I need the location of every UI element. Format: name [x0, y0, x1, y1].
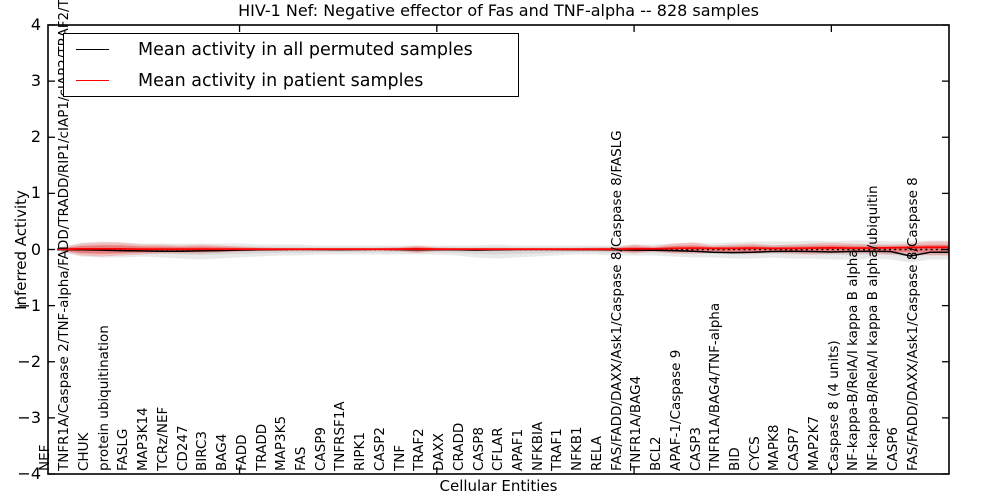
chart-title: HIV-1 Nef: Negative effector of Fas and … [238, 1, 759, 20]
x-tick-label: CYCS [746, 436, 763, 471]
x-tick-label: BAG4 [214, 433, 231, 471]
x-tick-label: CRADD [450, 422, 467, 471]
legend: Mean activity in all permuted samples Me… [63, 33, 519, 97]
x-tick-label: APAF-1/Caspase 9 [667, 349, 684, 471]
x-tick-label: FAS [292, 446, 309, 471]
y-tick-label: −2 [17, 351, 41, 371]
x-tick-label: CASP6 [884, 427, 901, 471]
y-tick-label: −1 [17, 295, 41, 315]
x-tick-label: BID [726, 447, 743, 471]
x-tick-label: FADD [233, 434, 250, 471]
x-tick-label: CFLAR [490, 427, 507, 471]
x-tick-label: Caspase 8 (4 units) [825, 340, 842, 471]
x-tick-label: TRADD [253, 423, 270, 471]
x-tick-label: RELA [588, 436, 605, 471]
x-axis-label: Cellular Entities [439, 477, 558, 495]
permuted-samples-range-outer [57, 240, 949, 263]
x-tick-label: MAP2K7 [805, 415, 822, 471]
legend-label-patient: Mean activity in patient samples [138, 70, 424, 91]
x-tick-label: protein ubiquitination [95, 325, 112, 471]
x-tick-label: MAP3K14 [135, 407, 152, 471]
y-tick-label: 1 [30, 183, 41, 203]
permuted-line-swatch [76, 49, 109, 50]
x-tick-label: TNF [391, 444, 408, 471]
x-tick-label: MAP3K5 [273, 415, 290, 471]
legend-item-patient: Mean activity in patient samples [76, 68, 518, 94]
x-tick-label: CASP8 [470, 427, 487, 471]
patient-line-swatch [76, 80, 109, 81]
x-tick-label: TCRz/NEF [154, 406, 171, 471]
x-tick-label: TRAF2 [411, 428, 428, 471]
y-tick-label: −4 [17, 464, 41, 483]
x-tick-label: FAS/FADD/DAXX/Ask1/Caspase 8/Caspase 8 [904, 177, 921, 471]
x-tick-label: BCL2 [648, 436, 665, 471]
x-tick-label: CASP9 [312, 427, 329, 471]
x-tick-label: APAF1 [509, 428, 526, 471]
x-tick-label: CD247 [174, 425, 191, 471]
x-tick-label: TNFR1A/BAG4/TNF-alpha [707, 302, 724, 471]
x-tick-label: CHUK [75, 432, 92, 471]
y-tick-label: −3 [17, 407, 41, 427]
x-tick-label: CASP7 [786, 427, 803, 471]
y-tick-label: 4 [30, 15, 41, 34]
x-tick-label: MAPK8 [766, 424, 783, 471]
y-tick-label: 0 [30, 239, 41, 259]
y-tick-label: 3 [30, 71, 41, 91]
y-axis-label: Inferred Activity [12, 190, 30, 310]
x-tick-label: CASP2 [371, 427, 388, 471]
x-tick-label: DAXX [431, 433, 448, 471]
x-tick-label: CASP3 [687, 427, 704, 471]
legend-label-permuted: Mean activity in all permuted samples [138, 39, 473, 60]
x-tick-label: NF-kappa-B/RelA/I kappa B alpha [845, 249, 862, 471]
patient-mean-line [57, 246, 949, 251]
x-tick-label: TNFR1A/BAG4 [628, 375, 645, 471]
x-tick-label: NF-kappa-B/RelA/I kappa B alpha/ubiquiti… [865, 185, 882, 471]
y-tick-label: 2 [30, 127, 41, 147]
x-tick-label: NFKB1 [569, 426, 586, 471]
x-tick-label: FASLG [115, 428, 132, 471]
x-tick-label: BIRC3 [194, 431, 211, 471]
legend-item-permuted: Mean activity in all permuted samples [76, 37, 518, 63]
x-tick-label: NFKBIA [529, 421, 546, 471]
x-tick-label: RIPK1 [352, 432, 369, 471]
x-tick-label: TNFRSF1A [332, 401, 349, 471]
x-tick-label: FAS/FADD/DAXX/Ask1/Caspase 8/Caspase 8/F… [608, 130, 625, 471]
x-tick-label: TRAF1 [549, 428, 566, 471]
